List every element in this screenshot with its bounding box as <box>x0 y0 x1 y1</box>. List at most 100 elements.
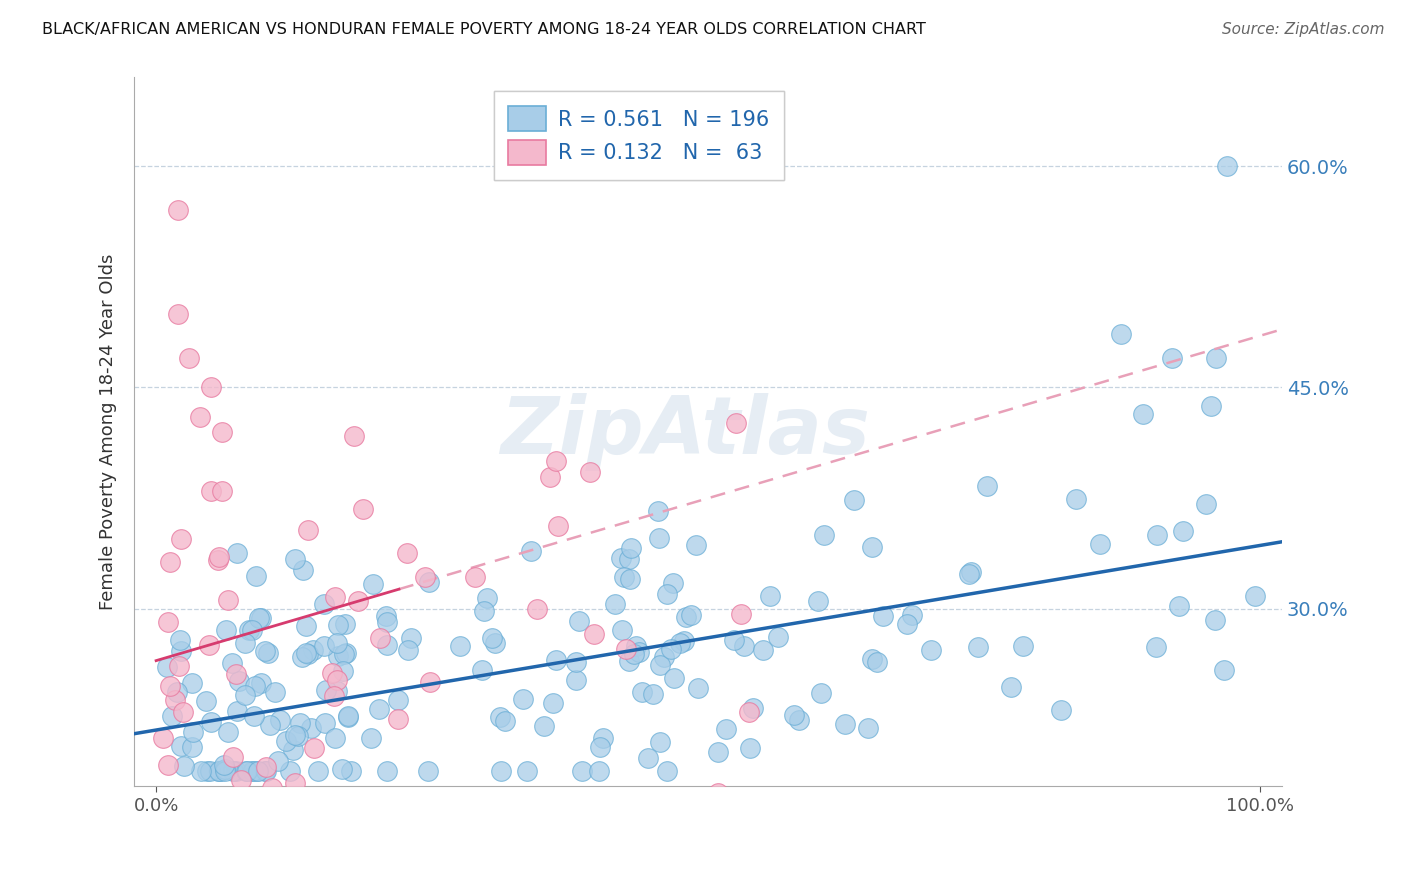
Point <box>180 739 202 754</box>
Point <box>330 762 353 776</box>
Point <box>396 546 419 560</box>
Point <box>326 617 349 632</box>
Point <box>520 543 543 558</box>
Point <box>526 602 548 616</box>
Point <box>872 609 894 624</box>
Point <box>222 764 245 779</box>
Point <box>257 646 280 660</box>
Point <box>217 593 239 607</box>
Point <box>582 627 605 641</box>
Point <box>335 646 357 660</box>
Point <box>173 758 195 772</box>
Point <box>752 643 775 657</box>
Point <box>374 608 396 623</box>
Point <box>488 710 510 724</box>
Point <box>707 786 730 800</box>
Point <box>263 684 285 698</box>
Point <box>623 647 645 661</box>
Point <box>170 739 193 753</box>
Point <box>706 745 728 759</box>
Point <box>624 639 647 653</box>
Point <box>685 539 707 553</box>
Point <box>387 712 409 726</box>
Point <box>240 764 263 779</box>
Point <box>295 646 318 660</box>
Point <box>733 640 755 654</box>
Point <box>217 725 239 739</box>
Point <box>314 597 336 611</box>
Point <box>813 528 835 542</box>
Point <box>655 764 678 779</box>
Point <box>215 623 238 637</box>
Point <box>315 683 337 698</box>
Point <box>1144 640 1167 654</box>
Point <box>225 764 247 779</box>
Point <box>920 642 942 657</box>
Point <box>860 540 883 554</box>
Text: Source: ZipAtlas.com: Source: ZipAtlas.com <box>1222 22 1385 37</box>
Point <box>1205 351 1227 365</box>
Point <box>681 607 703 622</box>
Point <box>229 773 252 788</box>
Point <box>242 764 264 779</box>
Point <box>221 656 243 670</box>
Point <box>314 639 336 653</box>
Point <box>896 616 918 631</box>
Point <box>211 425 233 439</box>
Point <box>198 638 221 652</box>
Point <box>290 716 312 731</box>
Point <box>783 707 806 722</box>
Point <box>588 739 610 754</box>
Point <box>200 380 222 394</box>
Point <box>323 731 346 745</box>
Point <box>723 632 745 647</box>
Point <box>516 764 538 779</box>
Point <box>238 623 260 637</box>
Point <box>613 570 636 584</box>
Point <box>592 731 614 745</box>
Point <box>321 666 343 681</box>
Point <box>481 631 503 645</box>
Point <box>1244 590 1267 604</box>
Point <box>637 751 659 765</box>
Point <box>167 203 190 218</box>
Point <box>627 645 650 659</box>
Point <box>195 764 218 779</box>
Point <box>738 741 761 756</box>
Y-axis label: Female Poverty Among 18-24 Year Olds: Female Poverty Among 18-24 Year Olds <box>100 253 117 610</box>
Point <box>240 623 263 637</box>
Point <box>231 853 253 867</box>
Point <box>675 610 697 624</box>
Point <box>233 688 256 702</box>
Point <box>167 307 190 321</box>
Point <box>662 575 685 590</box>
Point <box>208 550 231 565</box>
Point <box>343 429 366 443</box>
Point <box>619 552 641 566</box>
Point <box>546 653 568 667</box>
Point <box>612 624 634 638</box>
Point <box>160 709 183 723</box>
Point <box>1171 524 1194 539</box>
Point <box>326 636 349 650</box>
Point <box>810 685 832 699</box>
Point <box>789 713 811 727</box>
Point <box>297 523 319 537</box>
Point <box>254 760 277 774</box>
Point <box>619 654 641 668</box>
Point <box>657 587 679 601</box>
Point <box>464 570 486 584</box>
Point <box>1064 491 1087 506</box>
Point <box>856 721 879 735</box>
Point <box>295 619 318 633</box>
Point <box>156 659 179 673</box>
Point <box>169 643 191 657</box>
Point <box>225 546 247 560</box>
Point <box>323 689 346 703</box>
Point <box>730 607 752 621</box>
Point <box>250 675 273 690</box>
Point <box>495 714 517 729</box>
Point <box>200 714 222 729</box>
Point <box>200 764 222 779</box>
Point <box>246 764 269 779</box>
